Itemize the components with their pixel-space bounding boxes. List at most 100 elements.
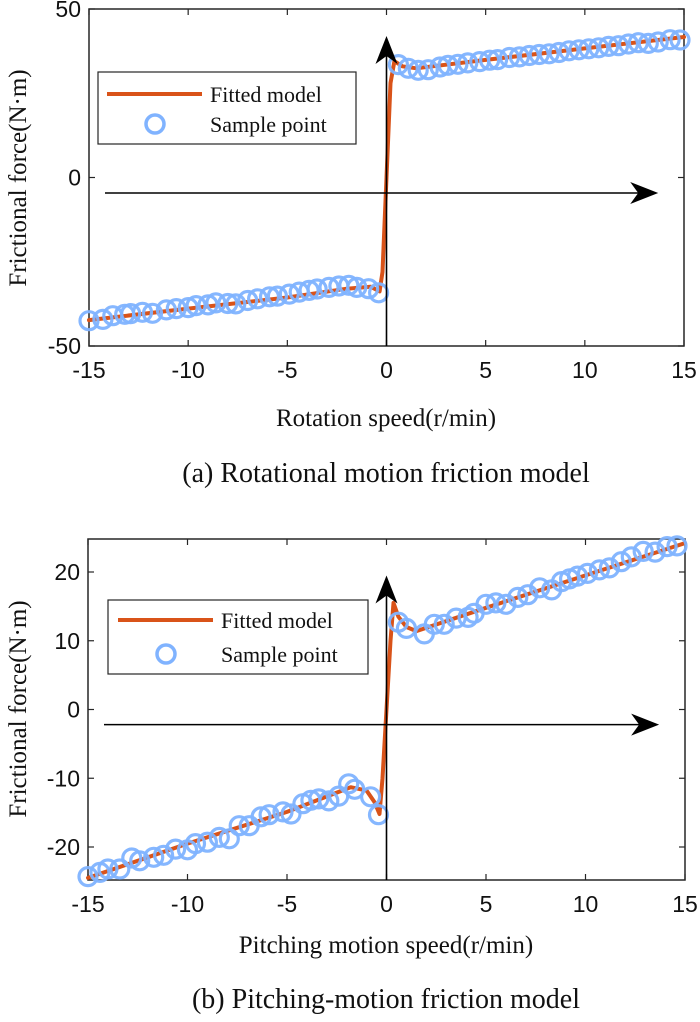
x-axis-label-pitching: Pitching motion speed(r/min): [239, 932, 533, 959]
sample-point: [528, 43, 550, 66]
x-tick-label: -5: [277, 357, 297, 383]
x-tick-label: 15: [672, 891, 698, 917]
sample-point: [620, 546, 642, 568]
y-tick-label: -20: [47, 834, 80, 860]
legend-sample-point: Sample point: [221, 642, 338, 667]
sample-point: [308, 788, 330, 810]
y-tick-label: 50: [55, 0, 81, 22]
sample-point: [433, 613, 455, 635]
caption-pitching: (b) Pitching-motion friction model: [192, 984, 580, 1015]
sample-point: [610, 551, 632, 573]
sample-point: [77, 865, 99, 888]
sample-point: [407, 59, 429, 81]
sample-point: [656, 535, 678, 558]
sample-point: [568, 39, 590, 61]
legend-box: [97, 71, 357, 145]
sample-point: [131, 301, 154, 323]
sample-point: [607, 35, 630, 57]
sample-point: [447, 53, 469, 75]
sample-point: [360, 786, 382, 808]
sample-point: [588, 559, 611, 581]
y-tick-label: -10: [47, 765, 80, 791]
sample-point: [306, 278, 328, 300]
sample-point: [627, 32, 650, 54]
sample-point: [78, 310, 100, 332]
x-tick-label: -10: [172, 357, 205, 383]
sample-point: [475, 593, 497, 615]
sample-point: [205, 292, 227, 314]
sample-point: [280, 803, 302, 825]
sample-point: [588, 37, 610, 59]
y-tick-label: -50: [48, 333, 81, 359]
sample-point: [617, 33, 640, 55]
sample-point: [659, 29, 681, 51]
sample-point: [368, 282, 390, 304]
legend-box: [107, 599, 369, 675]
sample-point: [258, 804, 280, 826]
sample-point: [92, 308, 114, 330]
sample-point: [666, 535, 688, 557]
sample-point: [637, 32, 659, 55]
caption-rotational: (a) Rotational motion friction model: [182, 458, 590, 489]
sample-point: [266, 285, 288, 307]
sample-point: [423, 613, 445, 635]
sample-point: [529, 577, 551, 599]
sample-point: [184, 832, 207, 855]
sample-point: [143, 846, 165, 868]
sample-point: [578, 38, 600, 60]
sample-point: [457, 52, 479, 74]
horizontal-arrowhead-icon: [631, 713, 660, 736]
sample-point: [196, 831, 218, 853]
chart-pitching: -15 -10 -5 0 5 10 15 -20 -10 0 10 20 Pitching motio…: [5, 535, 698, 1015]
sample-point: [165, 298, 187, 320]
y-tick-label: 20: [54, 559, 80, 585]
sample-point: [218, 828, 240, 850]
legend-pitching: Fitted model Sample point: [107, 599, 369, 675]
x-tick-label: -10: [171, 891, 204, 917]
sample-point: [346, 276, 368, 298]
sample-point: [153, 844, 175, 866]
legend-fitted-model: Fitted model: [221, 608, 333, 633]
sample-point: [647, 31, 669, 53]
sample-point: [225, 293, 247, 315]
sample-point: [367, 804, 390, 826]
y-tick-label: 10: [54, 628, 80, 654]
y-tick-label: 0: [68, 165, 81, 191]
sample-point: [558, 40, 580, 62]
sample-point: [97, 858, 119, 880]
sample-point: [576, 562, 599, 585]
sample-point: [109, 858, 131, 880]
x-tick-label: 5: [479, 357, 492, 383]
sample-point: [247, 288, 269, 310]
x-tick-label: 5: [480, 891, 493, 917]
vertical-arrowhead-icon: [375, 35, 398, 64]
y-axis-label-pitching: Frictional force(N·m): [5, 600, 32, 817]
x-tick-label: -5: [277, 891, 297, 917]
legend-rotational: Fitted model Sample point: [97, 71, 357, 145]
legend-fitted-model: Fitted model: [210, 82, 322, 107]
x-tick-label: 0: [380, 891, 393, 917]
sample-point: [258, 286, 281, 308]
sample-point: [155, 299, 177, 321]
sample-point: [358, 278, 380, 300]
sample-point: [437, 54, 459, 76]
legend-sample-point: Sample point: [210, 112, 327, 137]
sample-point: [208, 826, 230, 849]
sample-point: [508, 46, 531, 68]
sample-point: [338, 773, 360, 795]
sample-point: [129, 850, 151, 872]
legend-sample-circle-icon: [144, 113, 166, 135]
sample-point: [632, 540, 654, 563]
x-tick-label: 15: [671, 357, 697, 383]
sample-point: [228, 815, 250, 837]
sample-point: [548, 41, 570, 64]
sample-point: [644, 541, 666, 563]
x-axis-label-rotational: Rotation speed(r/min): [276, 405, 496, 432]
y-axis-label-rotational: Frictional force(N·m): [5, 69, 32, 286]
sample-point: [498, 46, 521, 69]
x-tick-label: 10: [573, 891, 599, 917]
legend-sample-circle-icon: [155, 643, 177, 665]
